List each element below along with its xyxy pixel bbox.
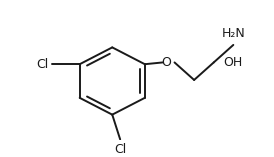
Text: OH: OH bbox=[224, 56, 243, 69]
Text: H₂N: H₂N bbox=[221, 27, 245, 41]
Text: O: O bbox=[162, 56, 172, 69]
Text: Cl: Cl bbox=[37, 58, 49, 71]
Text: Cl: Cl bbox=[114, 143, 126, 156]
